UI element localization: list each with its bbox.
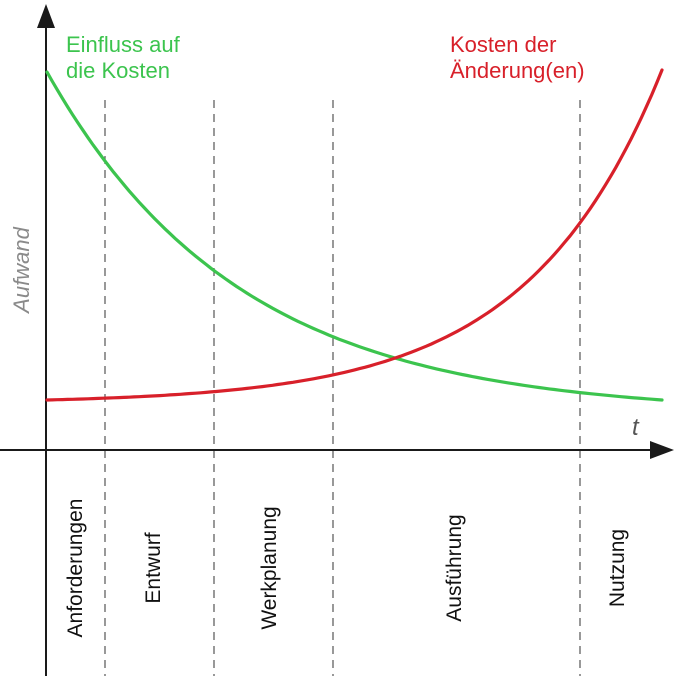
phase-label: Anforderungen bbox=[64, 498, 87, 638]
influence-curve bbox=[45, 70, 664, 402]
phase-label: Werkplanung bbox=[258, 506, 281, 630]
cost-label-line2: Änderung(en) bbox=[450, 58, 585, 83]
x-axis-label: t bbox=[632, 414, 639, 441]
cost-curve bbox=[45, 68, 664, 402]
influence-label: Einfluss auf die Kosten bbox=[66, 32, 180, 84]
phase-label: Ausführung bbox=[443, 514, 466, 622]
y-axis-label-text: Aufwand bbox=[9, 227, 34, 313]
x-axis-arrowhead bbox=[650, 441, 674, 459]
influence-label-line1: Einfluss auf bbox=[66, 32, 180, 57]
y-axis-arrowhead bbox=[37, 4, 55, 28]
phase-label: Nutzung bbox=[606, 528, 629, 608]
phase-label: Entwurf bbox=[142, 532, 165, 604]
influence-label-line2: die Kosten bbox=[66, 58, 170, 83]
cost-label: Kosten der Änderung(en) bbox=[450, 32, 585, 84]
cost-label-line1: Kosten der bbox=[450, 32, 557, 57]
